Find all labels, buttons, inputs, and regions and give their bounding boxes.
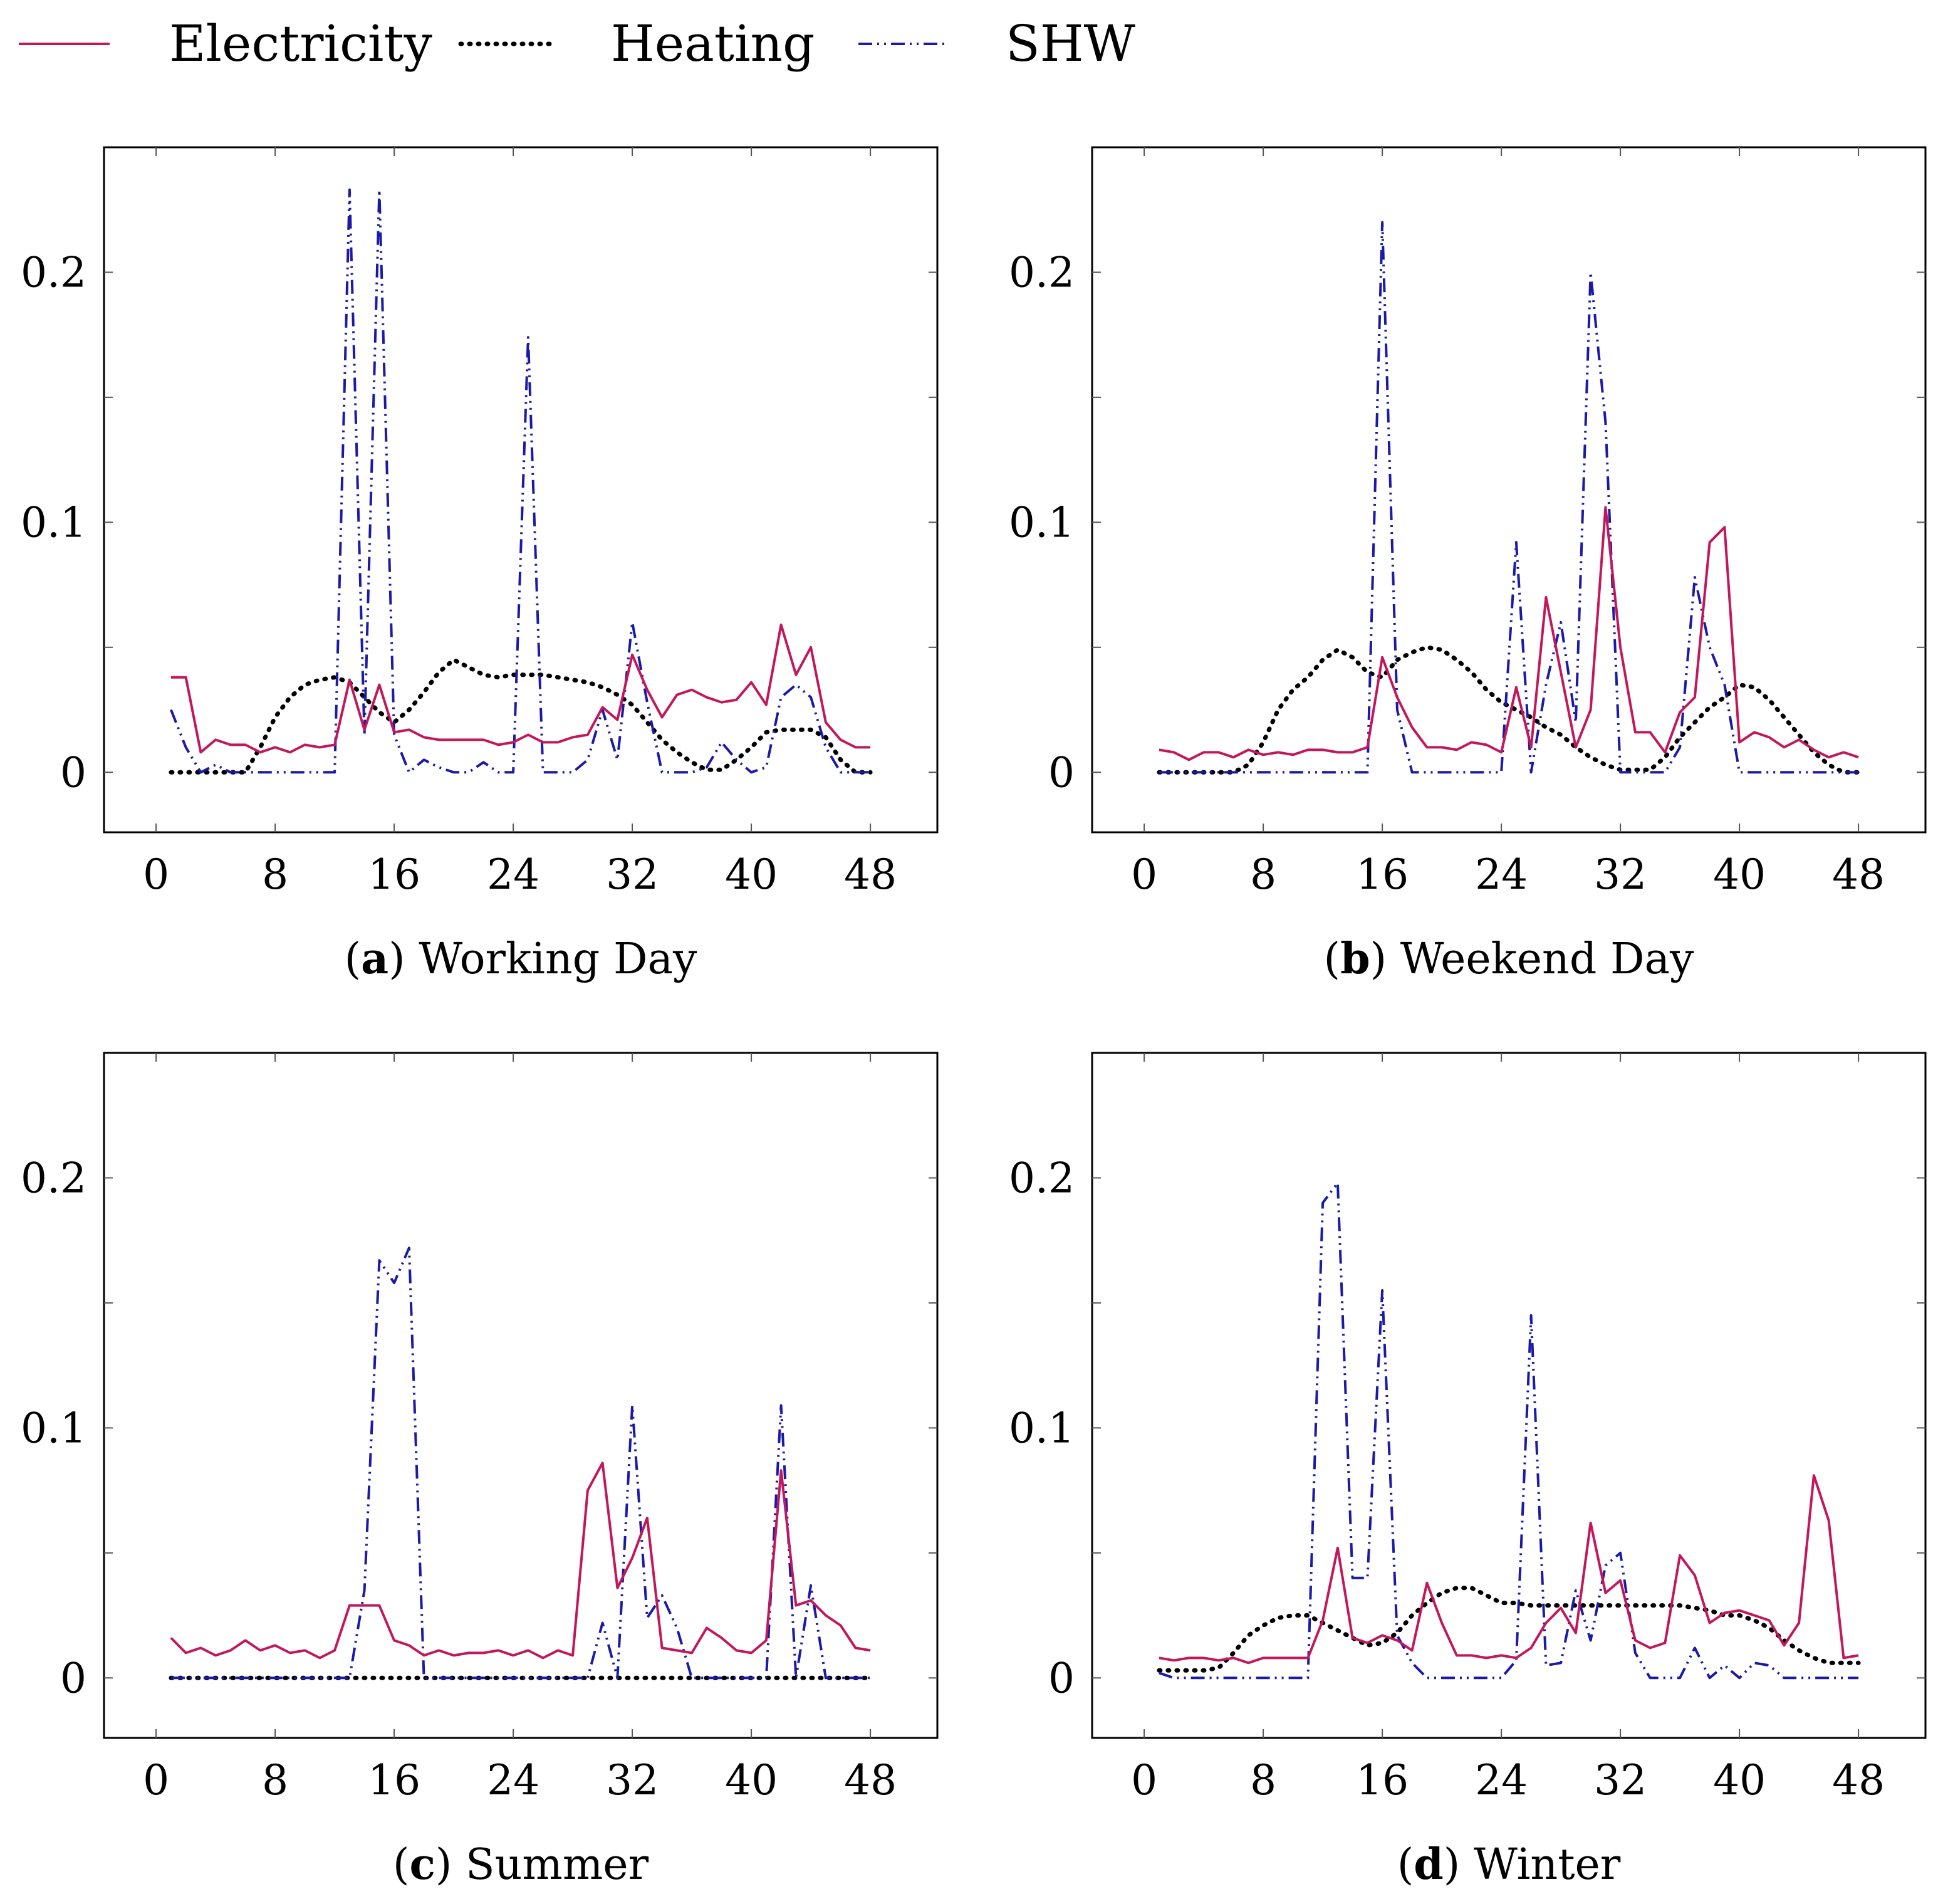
- x-tick-label: 16: [1356, 850, 1409, 899]
- x-tick-label: 24: [487, 850, 539, 899]
- legend-label-electricity: Electricity: [169, 14, 432, 73]
- y-tick-label: 0.2: [1009, 1154, 1075, 1202]
- panels: 0 8 16 24 32 40 48 0 0.1 0.2 (a) Working Day 0 8 16 24…: [21, 146, 1927, 1890]
- x-tick-label: 24: [1475, 850, 1528, 899]
- y-tick-label: 0: [60, 748, 86, 797]
- series-heating-line: [169, 657, 873, 775]
- x-tick-label: 40: [1713, 1756, 1766, 1804]
- x-tick-label: 32: [1594, 1756, 1647, 1804]
- series-electricity-line: [170, 1462, 871, 1660]
- caption-letter: b: [1340, 934, 1370, 984]
- caption-text: Weekend Day: [1400, 934, 1694, 984]
- x-tick-label: 24: [1475, 1756, 1528, 1804]
- x-tick-label: 8: [1250, 1756, 1276, 1804]
- y-tick-label: 0.2: [21, 1154, 86, 1202]
- x-tick-label: 8: [262, 850, 288, 899]
- plot-frame: [103, 1052, 939, 1739]
- x-tick-label: 48: [844, 1756, 897, 1804]
- caption-letter: a: [361, 934, 388, 984]
- x-tick-label: 40: [725, 1756, 778, 1804]
- x-tick-label: 48: [1832, 1756, 1885, 1804]
- panel-caption: (b) Weekend Day: [1324, 934, 1695, 984]
- y-tick-label: 0.1: [21, 498, 86, 547]
- series-heating-line: [1157, 1586, 1861, 1673]
- x-tick-label: 40: [1713, 850, 1766, 899]
- series-electricity-line: [1159, 1474, 1859, 1665]
- x-tick-label: 48: [844, 850, 897, 899]
- caption-text: Summer: [466, 1840, 649, 1890]
- panel-b: 0 8 16 24 32 40 48 0 0.1 0.2 (b) Weekend Day: [1009, 146, 1927, 984]
- y-tick-label: 0.2: [21, 248, 86, 296]
- legend-label-shw: SHW: [1006, 14, 1135, 73]
- series-shw-line: [170, 1247, 871, 1680]
- x-tick-label: 32: [606, 850, 659, 899]
- x-tick-label: 0: [1131, 1756, 1157, 1804]
- plot-frame: [1091, 146, 1927, 834]
- caption-letter: c: [409, 1839, 435, 1890]
- x-tick-label: 40: [725, 850, 778, 899]
- x-tick-label: 8: [262, 1756, 288, 1804]
- x-tick-label: 32: [1594, 850, 1647, 899]
- x-tick-label: 16: [1356, 1756, 1409, 1804]
- series-electricity-line: [1159, 506, 1859, 761]
- legend: Electricity Heating SHW: [19, 14, 1135, 73]
- panel-caption: (c) Summer: [393, 1839, 649, 1890]
- x-tick-label: 0: [143, 1756, 169, 1804]
- caption-text: Winter: [1474, 1840, 1621, 1890]
- x-tick-label: 0: [143, 850, 169, 899]
- x-tick-label: 16: [368, 1756, 420, 1804]
- series-shw-line: [1159, 1181, 1859, 1680]
- y-tick-label: 0: [1048, 1654, 1075, 1702]
- y-tick-label: 0.2: [1009, 248, 1075, 296]
- caption-letter: d: [1414, 1839, 1444, 1890]
- x-tick-label: 32: [606, 1756, 659, 1804]
- y-tick-label: 0.1: [21, 1404, 86, 1452]
- y-tick-label: 0: [1048, 748, 1075, 797]
- panel-caption: (a) Working Day: [345, 934, 697, 984]
- panel-d: 0 8 16 24 32 40 48 0 0.1 0.2 (d) Winter: [1009, 1052, 1927, 1890]
- y-tick-label: 0.1: [1009, 498, 1075, 547]
- legend-label-heating: Heating: [611, 14, 815, 73]
- series-heating-line: [1157, 645, 1861, 775]
- panel-caption: (d) Winter: [1397, 1839, 1621, 1890]
- x-tick-label: 16: [368, 850, 420, 899]
- plot-frame: [1091, 1052, 1927, 1739]
- x-tick-label: 24: [487, 1756, 539, 1804]
- series-shw-line: [1159, 221, 1859, 774]
- x-tick-label: 48: [1832, 850, 1885, 899]
- caption-text: Working Day: [419, 934, 697, 984]
- series-shw-line: [170, 188, 871, 774]
- series-electricity-line: [170, 623, 871, 754]
- y-tick-label: 0: [60, 1654, 86, 1702]
- y-tick-label: 0.1: [1009, 1404, 1075, 1452]
- x-tick-label: 8: [1250, 850, 1276, 899]
- panel-a: 0 8 16 24 32 40 48 0 0.1 0.2 (a) Working Day: [21, 146, 939, 984]
- panel-c: 0 8 16 24 32 40 48 0 0.1 0.2 (c) Summer: [21, 1052, 939, 1890]
- plot-frame: [103, 146, 939, 834]
- x-tick-label: 0: [1131, 850, 1157, 899]
